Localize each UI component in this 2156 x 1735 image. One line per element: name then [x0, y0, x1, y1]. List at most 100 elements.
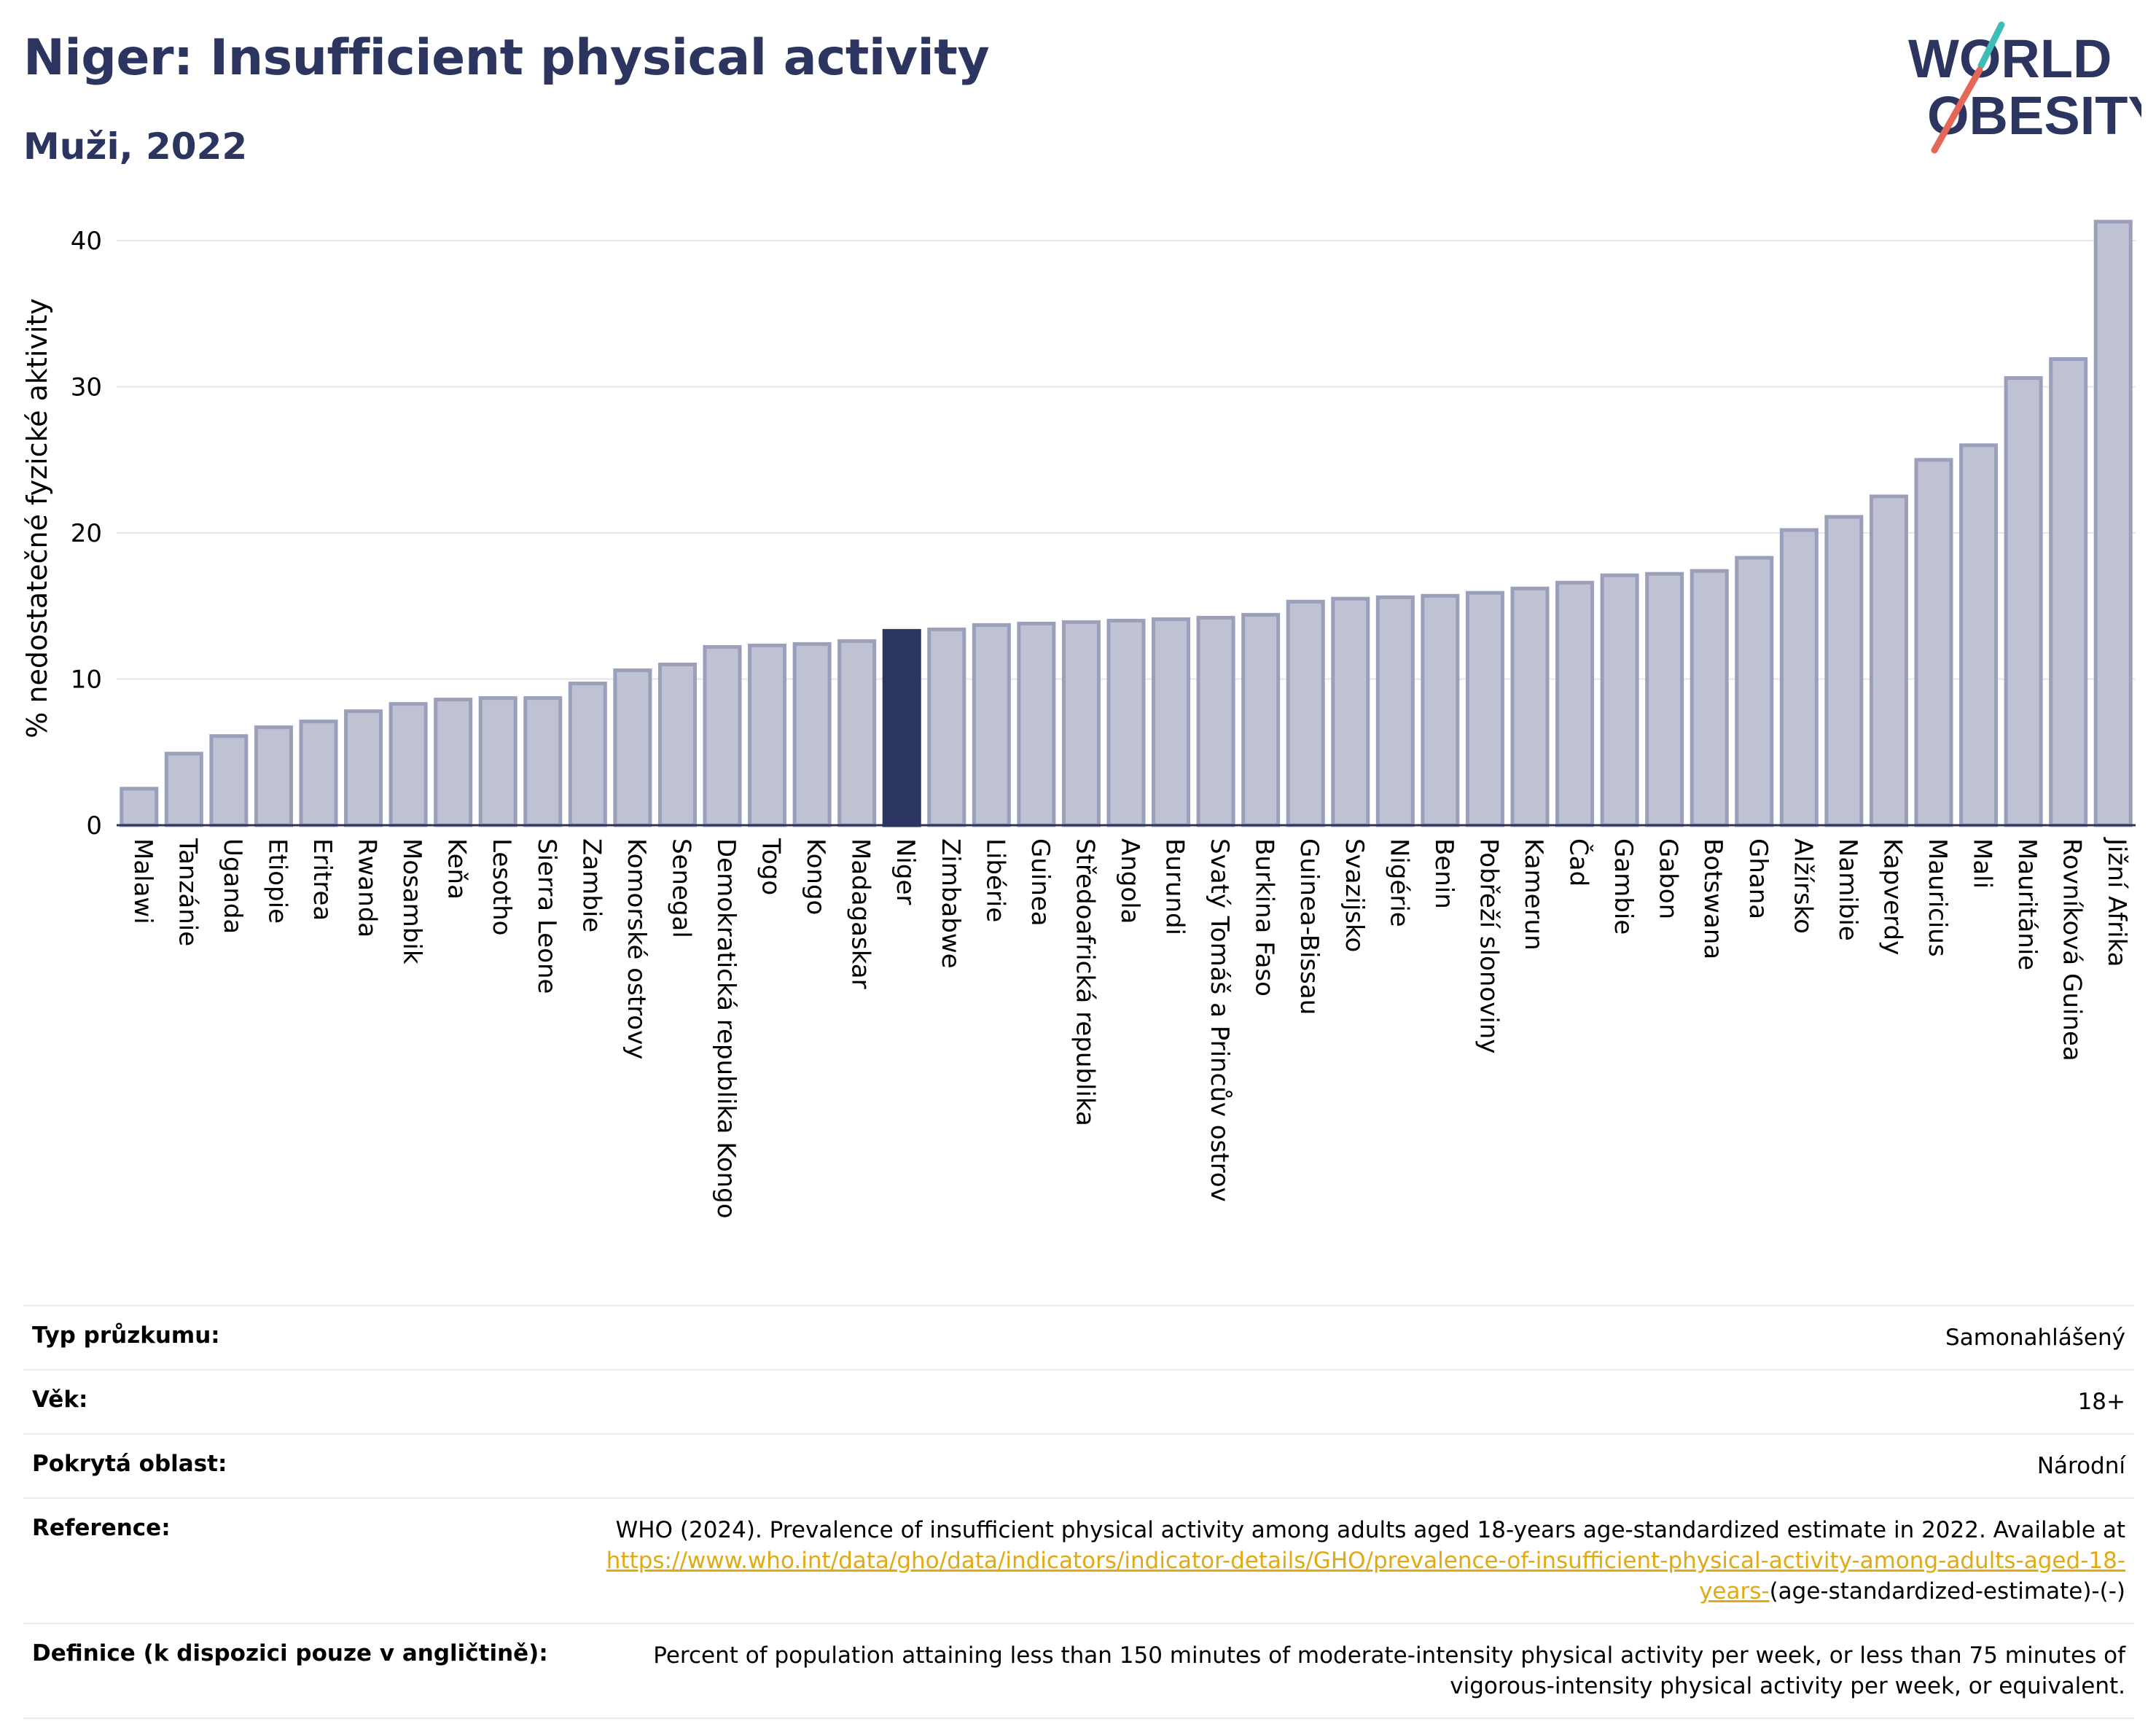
x-tick-label: Mosambik	[397, 838, 426, 964]
x-tick-label: Lesotho	[487, 838, 516, 935]
coverage-label: Pokrytá oblast:	[32, 1451, 227, 1477]
y-tick-label: 40	[71, 227, 102, 256]
x-tick-label: Etiopie	[262, 838, 292, 924]
x-tick-label: Komorské ostrovy	[622, 838, 651, 1059]
bar-rwanda	[344, 709, 383, 827]
x-tick-label: Senegal	[666, 838, 695, 938]
x-tick-label: Kapverdy	[1878, 838, 1907, 955]
bar-demokratická-republika-kongo	[703, 644, 742, 827]
info-row-survey-type: Typ průzkumu: Samonahlášený	[23, 1305, 2134, 1369]
x-tick-label: Mauricius	[1923, 838, 1952, 957]
x-tick-label: Malawi	[128, 838, 157, 924]
x-tick-label: Alžírsko	[1788, 838, 1817, 934]
x-tick-label: Keňa	[442, 838, 472, 900]
x-tick-label: Tanzánie	[173, 838, 202, 946]
info-row-reference: Reference: WHO (2024). Prevalence of ins…	[23, 1497, 2134, 1623]
age-label: Věk:	[32, 1387, 88, 1413]
page-title: Niger: Insufficient physical activity	[23, 29, 990, 87]
bar-lesotho	[478, 696, 517, 827]
bar-jižní-afrika	[2093, 219, 2133, 827]
bar-tanzánie	[164, 752, 203, 827]
bar-burundi	[1152, 617, 1191, 827]
x-tick-label: Mali	[1968, 838, 1997, 889]
x-tick-label: Svatý Tomáš a Princův ostrov	[1205, 838, 1234, 1202]
x-tick-label: Niger	[891, 838, 920, 905]
bar-nigérie	[1375, 595, 1415, 827]
bar-keňa	[434, 698, 473, 827]
y-tick-label: 20	[71, 519, 102, 548]
x-tick-label: Nigérie	[1384, 838, 1413, 927]
x-tick-label: Burundi	[1160, 838, 1190, 935]
bar-mauritánie	[2004, 376, 2043, 827]
info-row-definition: Definice (k dispozici pouze v angličtině…	[23, 1623, 2134, 1719]
reference-value: WHO (2024). Prevalence of insufficient p…	[595, 1515, 2125, 1607]
definition-label: Definice (k dispozici pouze v angličtině…	[32, 1640, 548, 1666]
age-value: 18+	[2077, 1389, 2125, 1415]
x-tick-label: Kongo	[801, 838, 830, 915]
bar-pobřeží-slonoviny	[1465, 590, 1504, 827]
bar-gabon	[1645, 572, 1684, 827]
reference-suffix: (age-standardized-estimate)-(-)	[1769, 1578, 2125, 1605]
bar-středoafrická-republika	[1061, 620, 1101, 827]
bar-guinea	[1017, 621, 1056, 827]
x-tick-label: Svazijsko	[1340, 838, 1369, 952]
bar-mosambik	[388, 702, 428, 827]
definition-value: Percent of population attaining less tha…	[653, 1642, 2125, 1699]
bar-libérie	[972, 623, 1011, 827]
bar-togo	[748, 643, 787, 827]
x-tick-label: Ghana	[1743, 838, 1773, 919]
x-tick-label: Čad	[1564, 838, 1594, 886]
info-table: Typ průzkumu: Samonahlášený Věk: 18+ Pok…	[23, 1305, 2134, 1719]
bar-botswana	[1690, 569, 1729, 827]
x-tick-label: Zambie	[577, 838, 606, 932]
bar-chart: 0 10 20 30 40 % nedostatečné fyzické aktivity…	[0, 197, 2156, 1290]
x-tick-label: Benin	[1429, 838, 1458, 909]
survey-type-value: Samonahlášený	[1945, 1325, 2125, 1351]
survey-type-label: Typ průzkumu:	[32, 1322, 220, 1349]
chart-svg: 0 10 20 30 40 % nedostatečné fyzické aktivity…	[21, 219, 2136, 1219]
x-tick-label: Burkina Faso	[1250, 838, 1279, 997]
bar-komorské-ostrovy	[613, 668, 652, 827]
x-tick-label: Botswana	[1698, 838, 1727, 959]
bar-mauricius	[1914, 458, 1953, 827]
reference-link[interactable]: https://www.who.int/data/gho/data/indica…	[606, 1548, 2125, 1605]
bar-svazijsko	[1331, 596, 1370, 827]
y-axis-label: % nedostatečné fyzické aktivity	[21, 298, 53, 738]
x-tick-label: Středoafrická republika	[1070, 838, 1099, 1126]
bar-kapverdy	[1869, 494, 1908, 827]
bar-benin	[1421, 593, 1460, 827]
bar-guinea-bissau	[1286, 599, 1325, 827]
x-tick-label: Pobřeží slonoviny	[1474, 838, 1503, 1053]
bar-angola	[1106, 618, 1146, 827]
x-tick-label: Mauritánie	[2012, 838, 2042, 970]
info-row-age: Věk: 18+	[23, 1369, 2134, 1433]
page-subtitle: Muži, 2022	[23, 125, 248, 168]
bar-kamerun	[1510, 586, 1550, 827]
bar-svatý-tomáš-a-princův-ostrov	[1196, 615, 1235, 827]
x-tick-label: Uganda	[218, 838, 247, 934]
x-tick-label: Gambie	[1609, 838, 1638, 935]
y-tick-label: 0	[86, 811, 102, 841]
world-obesity-logo: WORLD OBESITY	[1908, 20, 2156, 159]
coverage-value: Národní	[2036, 1453, 2125, 1479]
x-tick-label: Demokratická republika Kongo	[711, 838, 741, 1219]
x-tick-label: Libérie	[980, 838, 1009, 922]
bar-namibie	[1824, 515, 1864, 827]
x-tick-label: Togo	[757, 838, 786, 895]
logo-line2: OBESITY	[1927, 85, 2141, 146]
bar-mali	[1959, 443, 1999, 827]
x-tick-label: Madagaskar	[846, 838, 875, 989]
bar-alžírsko	[1779, 528, 1819, 827]
x-tick-label: Namibie	[1833, 838, 1862, 941]
x-tick-label: Jižní Afrika	[2102, 837, 2131, 967]
bar-čad	[1555, 580, 1595, 827]
bar-gambie	[1600, 573, 1639, 827]
info-row-coverage: Pokrytá oblast: Národní	[23, 1433, 2134, 1497]
x-tick-label: Guinea-Bissau	[1294, 838, 1324, 1015]
bar-burkina-faso	[1241, 612, 1281, 827]
bar-uganda	[209, 734, 249, 827]
x-tick-label: Eritrea	[308, 838, 337, 921]
bar-kongo	[792, 642, 832, 827]
x-tick-label: Gabon	[1654, 838, 1683, 919]
x-tick-label: Zimbabwe	[936, 838, 965, 969]
